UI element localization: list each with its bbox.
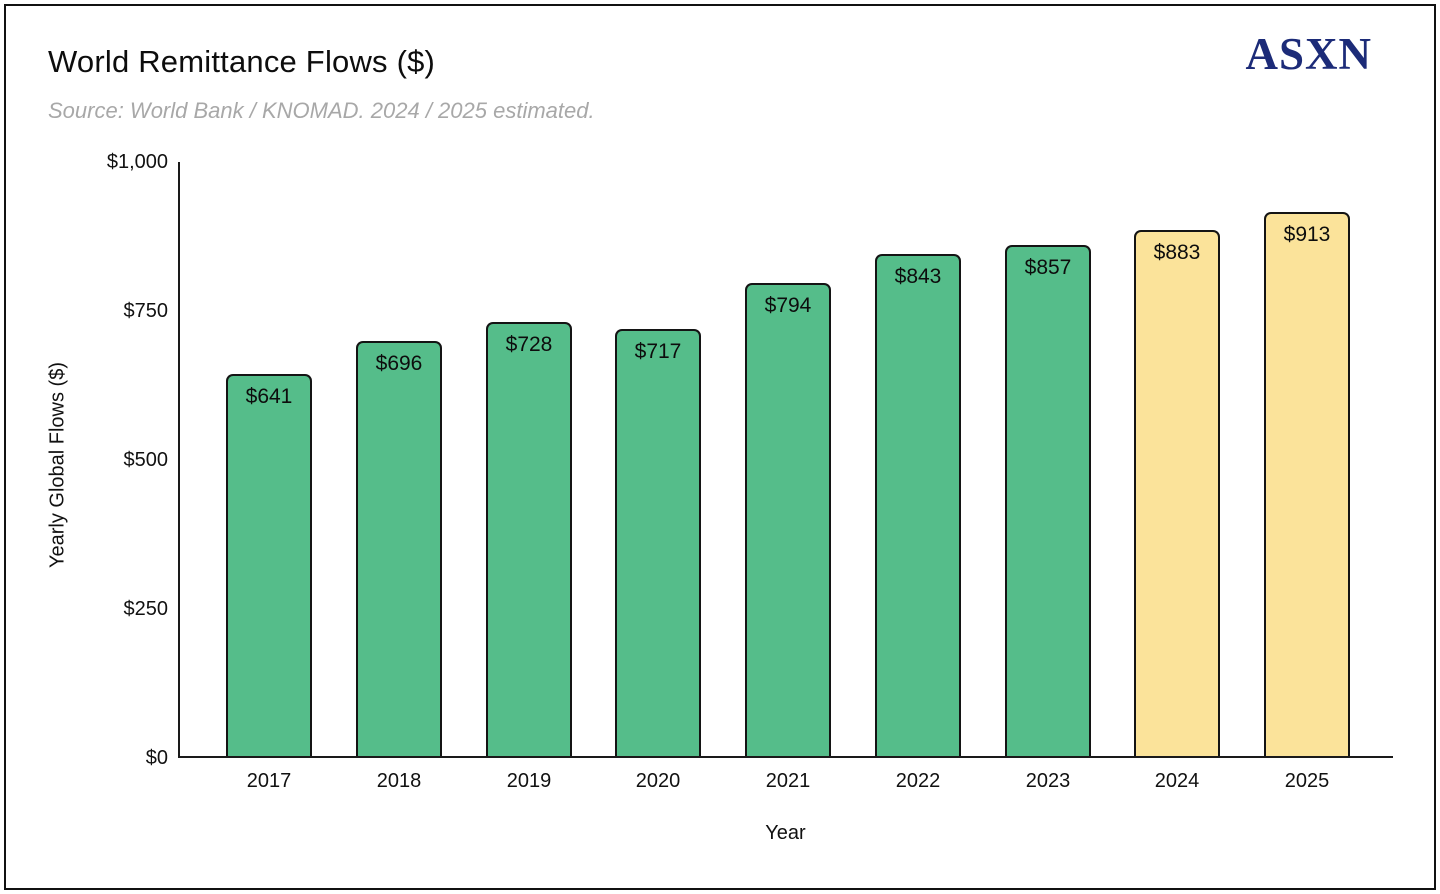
bar-value-label: $728: [505, 333, 553, 356]
y-tick-label: $1,000: [106, 151, 168, 173]
bar-2023: $857: [1005, 245, 1091, 756]
bar-2022: $843: [875, 254, 961, 756]
plot-area: $0 $250 $500 $750 $1,000 $641 2017 $696 2018 $728…: [107, 151, 1393, 792]
chart-source-subtitle: Source: World Bank / KNOMAD. 2024 / 2025…: [48, 98, 595, 123]
bar-2019: $728: [486, 322, 572, 756]
x-tick-label: 2022: [895, 770, 941, 792]
bar-value-label: $794: [764, 294, 812, 317]
bar-value-label: $857: [1024, 256, 1072, 279]
chart-title: World Remittance Flows ($): [48, 44, 436, 79]
x-tick-label: 2023: [1025, 770, 1071, 792]
y-tick-label: $750: [123, 300, 169, 322]
bar-2024: $883: [1134, 230, 1220, 756]
bar-value-label: $641: [245, 385, 293, 408]
bar-value-label: $717: [634, 340, 682, 363]
bar-value-label: $696: [375, 352, 423, 375]
x-axis-title: Year: [765, 822, 806, 844]
bar-value-label: $913: [1283, 223, 1331, 246]
bar-2018: $696: [356, 341, 442, 756]
x-tick-label: 2018: [376, 770, 422, 792]
bar-value-label: $843: [894, 265, 942, 288]
bar-2020: $717: [615, 329, 701, 756]
bar-2017: $641: [226, 374, 312, 756]
x-tick-label: 2024: [1154, 770, 1200, 792]
asxn-logo: ASXN: [1245, 29, 1372, 79]
y-tick-label: $0: [145, 747, 168, 769]
y-tick-label: $500: [123, 449, 169, 471]
y-axis-title: Yearly Global Flows ($): [46, 361, 69, 569]
x-tick-label: 2021: [765, 770, 811, 792]
x-tick-label: 2017: [246, 770, 292, 792]
y-tick-label: $250: [123, 598, 169, 620]
bar-2025: $913: [1264, 212, 1350, 756]
x-tick-label: 2025: [1284, 770, 1330, 792]
bar-2021: $794: [745, 283, 831, 756]
x-tick-label: 2019: [506, 770, 552, 792]
x-tick-label: 2020: [635, 770, 681, 792]
bar-value-label: $883: [1153, 241, 1201, 264]
